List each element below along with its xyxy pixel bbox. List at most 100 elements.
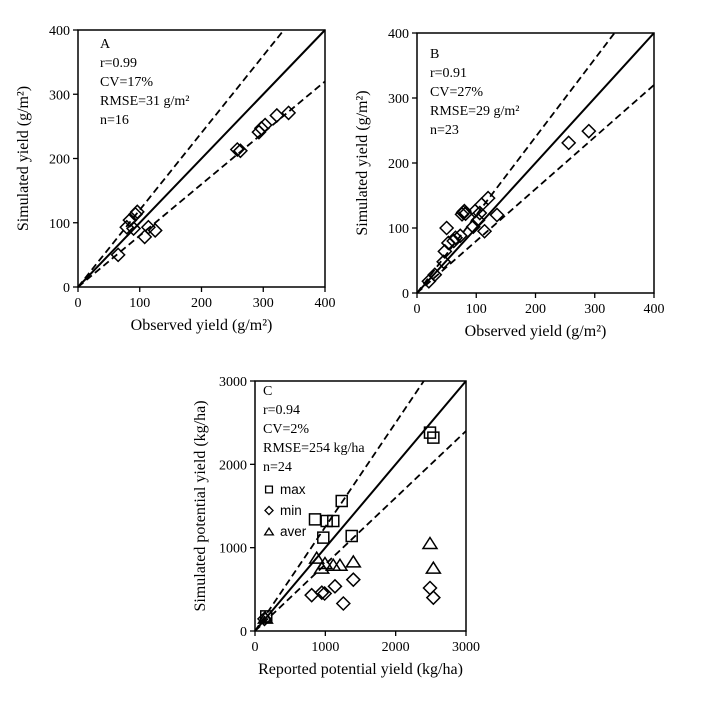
chart-svg-a: 0 100 200 300 400 0 100 200 300 400 Observed yield… [15, 24, 336, 334]
data-point-diamond [425, 590, 441, 606]
data-point-square [345, 529, 358, 543]
chart-panel-a: 0 100 200 300 400 0 100 200 300 400 Observed yield… [0, 0, 352, 352]
data-point-triangle [344, 554, 362, 568]
data-point-diamond [232, 143, 248, 159]
data-point-diamond [439, 220, 455, 236]
x-tick-label: 100 [129, 296, 150, 311]
stats-line: r=0.91 [430, 66, 467, 81]
data-point-diamond [257, 117, 273, 133]
chart-panel-b: 0 100 200 300 400 0 100 200 300 400 Observed yield… [352, 0, 704, 352]
y-tick-label: 2000 [219, 458, 247, 473]
data-point-square [335, 494, 348, 508]
plot-frame [254, 380, 467, 632]
y-tick-label: 400 [49, 24, 70, 39]
one-to-one-line [254, 380, 467, 632]
data-point-diamond [317, 585, 333, 602]
legend-marker-diamond [264, 505, 274, 516]
data-point-diamond [129, 204, 145, 220]
data-point-diamond [137, 229, 153, 245]
x-tick-label: 0 [414, 302, 421, 317]
data-point-triangle [257, 610, 274, 624]
legend-label-max: max [280, 482, 306, 497]
stats-line: RMSE=29 g/m² [430, 104, 520, 119]
panel-label: A [100, 37, 111, 52]
y-tick-label: 200 [49, 153, 70, 168]
data-point-triangle [308, 550, 326, 564]
x-tick-label: 300 [584, 302, 605, 317]
data-point-diamond [327, 578, 343, 594]
data-point-diamond [314, 585, 330, 601]
data-point-diamond [427, 267, 443, 283]
x-tick-label: 400 [315, 296, 336, 311]
x-tick-label: 400 [644, 302, 665, 317]
x-tick-label: 0 [252, 640, 259, 655]
x-axis-title: Observed yield (g/m²) [465, 323, 607, 340]
data-point-diamond [447, 230, 464, 246]
data-point-diamond [465, 219, 481, 235]
panel-label: B [430, 47, 439, 62]
data-point-diamond [253, 120, 269, 136]
stats-line: CV=17% [100, 75, 153, 90]
x-tick-label: 2000 [382, 640, 410, 655]
data-point-diamond [229, 141, 245, 158]
data-point-square [327, 514, 340, 528]
data-point-triangle [331, 557, 349, 571]
y-axis-title: Simulated yield (g/m²) [354, 90, 371, 235]
x-tick-label: 300 [253, 296, 274, 311]
stats-line: n=16 [100, 113, 129, 128]
data-point-diamond [110, 247, 126, 263]
chart-panel-c: 0 1000 2000 3000 0 1000 2000 3000 Reported poten… [176, 352, 528, 704]
y-axis-title: Simulated yield (g/m²) [15, 86, 32, 231]
confidence-line-dashed [254, 430, 467, 632]
data-point-square [308, 513, 322, 526]
data-point-square [423, 426, 437, 439]
x-tick-label: 100 [466, 302, 487, 317]
confidence-line-dashed [254, 380, 425, 632]
y-axis-title: Simulated potential yield (kg/ha) [192, 400, 209, 611]
x-tick-label: 3000 [452, 640, 480, 655]
x-tick-label: 200 [191, 296, 212, 311]
y-tick-label: 100 [49, 217, 70, 232]
panel-label: C [263, 384, 272, 399]
data-point-diamond [476, 223, 493, 239]
data-point-diamond [345, 572, 361, 588]
data-point-diamond [456, 203, 472, 219]
y-tick-label: 100 [388, 222, 409, 237]
y-tick-label: 0 [63, 281, 70, 296]
y-tick-label: 400 [388, 27, 409, 42]
data-point-triangle [316, 556, 334, 570]
stats-line: CV=27% [430, 85, 483, 100]
chart-svg-b: 0 100 200 300 400 0 100 200 300 400 Observed yield… [354, 27, 665, 340]
one-to-one-line [416, 32, 655, 294]
data-point-diamond [489, 207, 505, 223]
data-point-diamond [140, 219, 156, 235]
stats-line: RMSE=31 g/m² [100, 94, 190, 109]
one-to-one-line [77, 29, 326, 288]
data-point-diamond [480, 190, 496, 206]
x-axis-title: Observed yield (g/m²) [131, 317, 273, 334]
data-point-triangle [421, 536, 439, 550]
data-point-square [320, 514, 333, 528]
data-point-diamond [452, 228, 468, 244]
legend-label-min: min [280, 503, 302, 518]
data-point-diamond [436, 254, 452, 270]
chart-svg-c: 0 1000 2000 3000 0 1000 2000 3000 Reported poten… [192, 375, 480, 678]
data-point-triangle [424, 560, 442, 574]
stats-line: r=0.94 [263, 403, 300, 418]
y-tick-label: 3000 [219, 375, 247, 390]
legend-marker-triangle [263, 526, 275, 536]
x-tick-label: 0 [75, 296, 82, 311]
legend-label-aver: aver [280, 524, 307, 539]
y-tick-label: 200 [388, 157, 409, 172]
y-tick-label: 300 [388, 92, 409, 107]
legend-marker-square [264, 485, 274, 494]
confidence-line-dashed [416, 84, 655, 294]
data-point-diamond [147, 222, 163, 239]
data-point-diamond [126, 220, 142, 237]
stats-line: n=23 [430, 123, 459, 138]
x-axis-title: Reported potential yield (kg/ha) [258, 661, 463, 678]
stats-line: n=24 [263, 460, 292, 475]
data-point-square [317, 531, 330, 544]
stats-line: RMSE=254 kg/ha [263, 441, 365, 456]
